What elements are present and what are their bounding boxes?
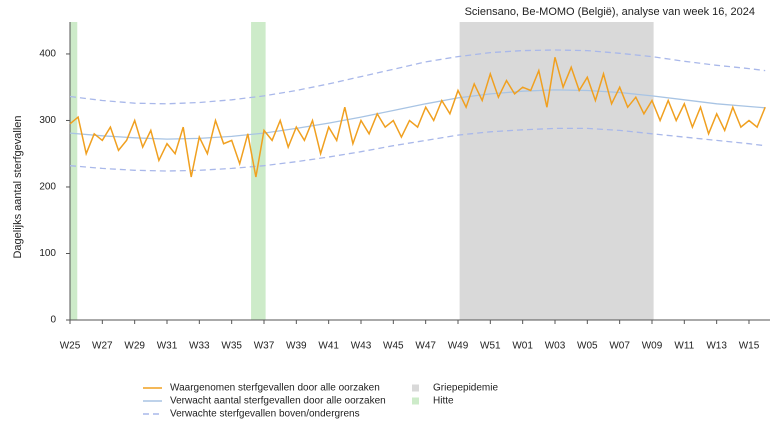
x-tick-label: W01	[512, 341, 533, 352]
band	[70, 22, 78, 320]
x-tick-label: W05	[577, 341, 598, 352]
x-tick-label: W33	[189, 341, 210, 352]
x-tick-label: W03	[545, 341, 566, 352]
x-tick-label: W51	[480, 341, 501, 352]
x-tick-label: W45	[383, 341, 404, 352]
legend-swatch	[412, 397, 419, 405]
legend-swatch	[412, 384, 419, 392]
band	[251, 22, 266, 320]
y-tick-label: 100	[39, 248, 56, 259]
x-tick-label: W09	[642, 341, 663, 352]
x-tick-label: W11	[674, 341, 694, 352]
y-tick-label: 0	[50, 315, 56, 326]
x-tick-label: W43	[351, 341, 372, 352]
x-tick-label: W27	[92, 341, 113, 352]
legend-label: Waargenomen sterfgevallen door alle oorz…	[170, 383, 380, 394]
chart-title: Sciensano, Be-MOMO (België), analyse van…	[465, 6, 755, 18]
legend-label: Verwachte sterfgevallen boven/ondergrens	[170, 409, 360, 420]
x-tick-label: W35	[221, 341, 242, 352]
series-line	[69, 57, 766, 178]
x-tick-label: W25	[60, 341, 81, 352]
legend-label: Hitte	[433, 396, 454, 407]
x-tick-label: W49	[448, 341, 469, 352]
y-tick-label: 200	[39, 182, 56, 193]
x-tick-label: W41	[318, 341, 339, 352]
band	[459, 22, 654, 320]
x-tick-label: W31	[157, 341, 178, 352]
legend-label: Verwacht aantal sterfgevallen door alle …	[170, 396, 386, 407]
series-line	[69, 127, 766, 172]
x-tick-label: W29	[124, 341, 145, 352]
legend-label: Griepepidemie	[433, 383, 498, 394]
y-tick-label: 300	[39, 115, 56, 126]
x-tick-label: W15	[739, 341, 760, 352]
x-tick-label: W13	[706, 341, 727, 352]
x-tick-label: W37	[254, 341, 275, 352]
series-line	[69, 89, 766, 140]
x-tick-label: W39	[286, 341, 307, 352]
y-tick-label: 400	[39, 49, 56, 60]
series-line	[69, 49, 766, 105]
x-tick-label: W47	[415, 341, 436, 352]
y-axis-label: Dagelijks aantal sterfgevallen	[12, 115, 24, 258]
x-tick-label: W07	[609, 341, 630, 352]
